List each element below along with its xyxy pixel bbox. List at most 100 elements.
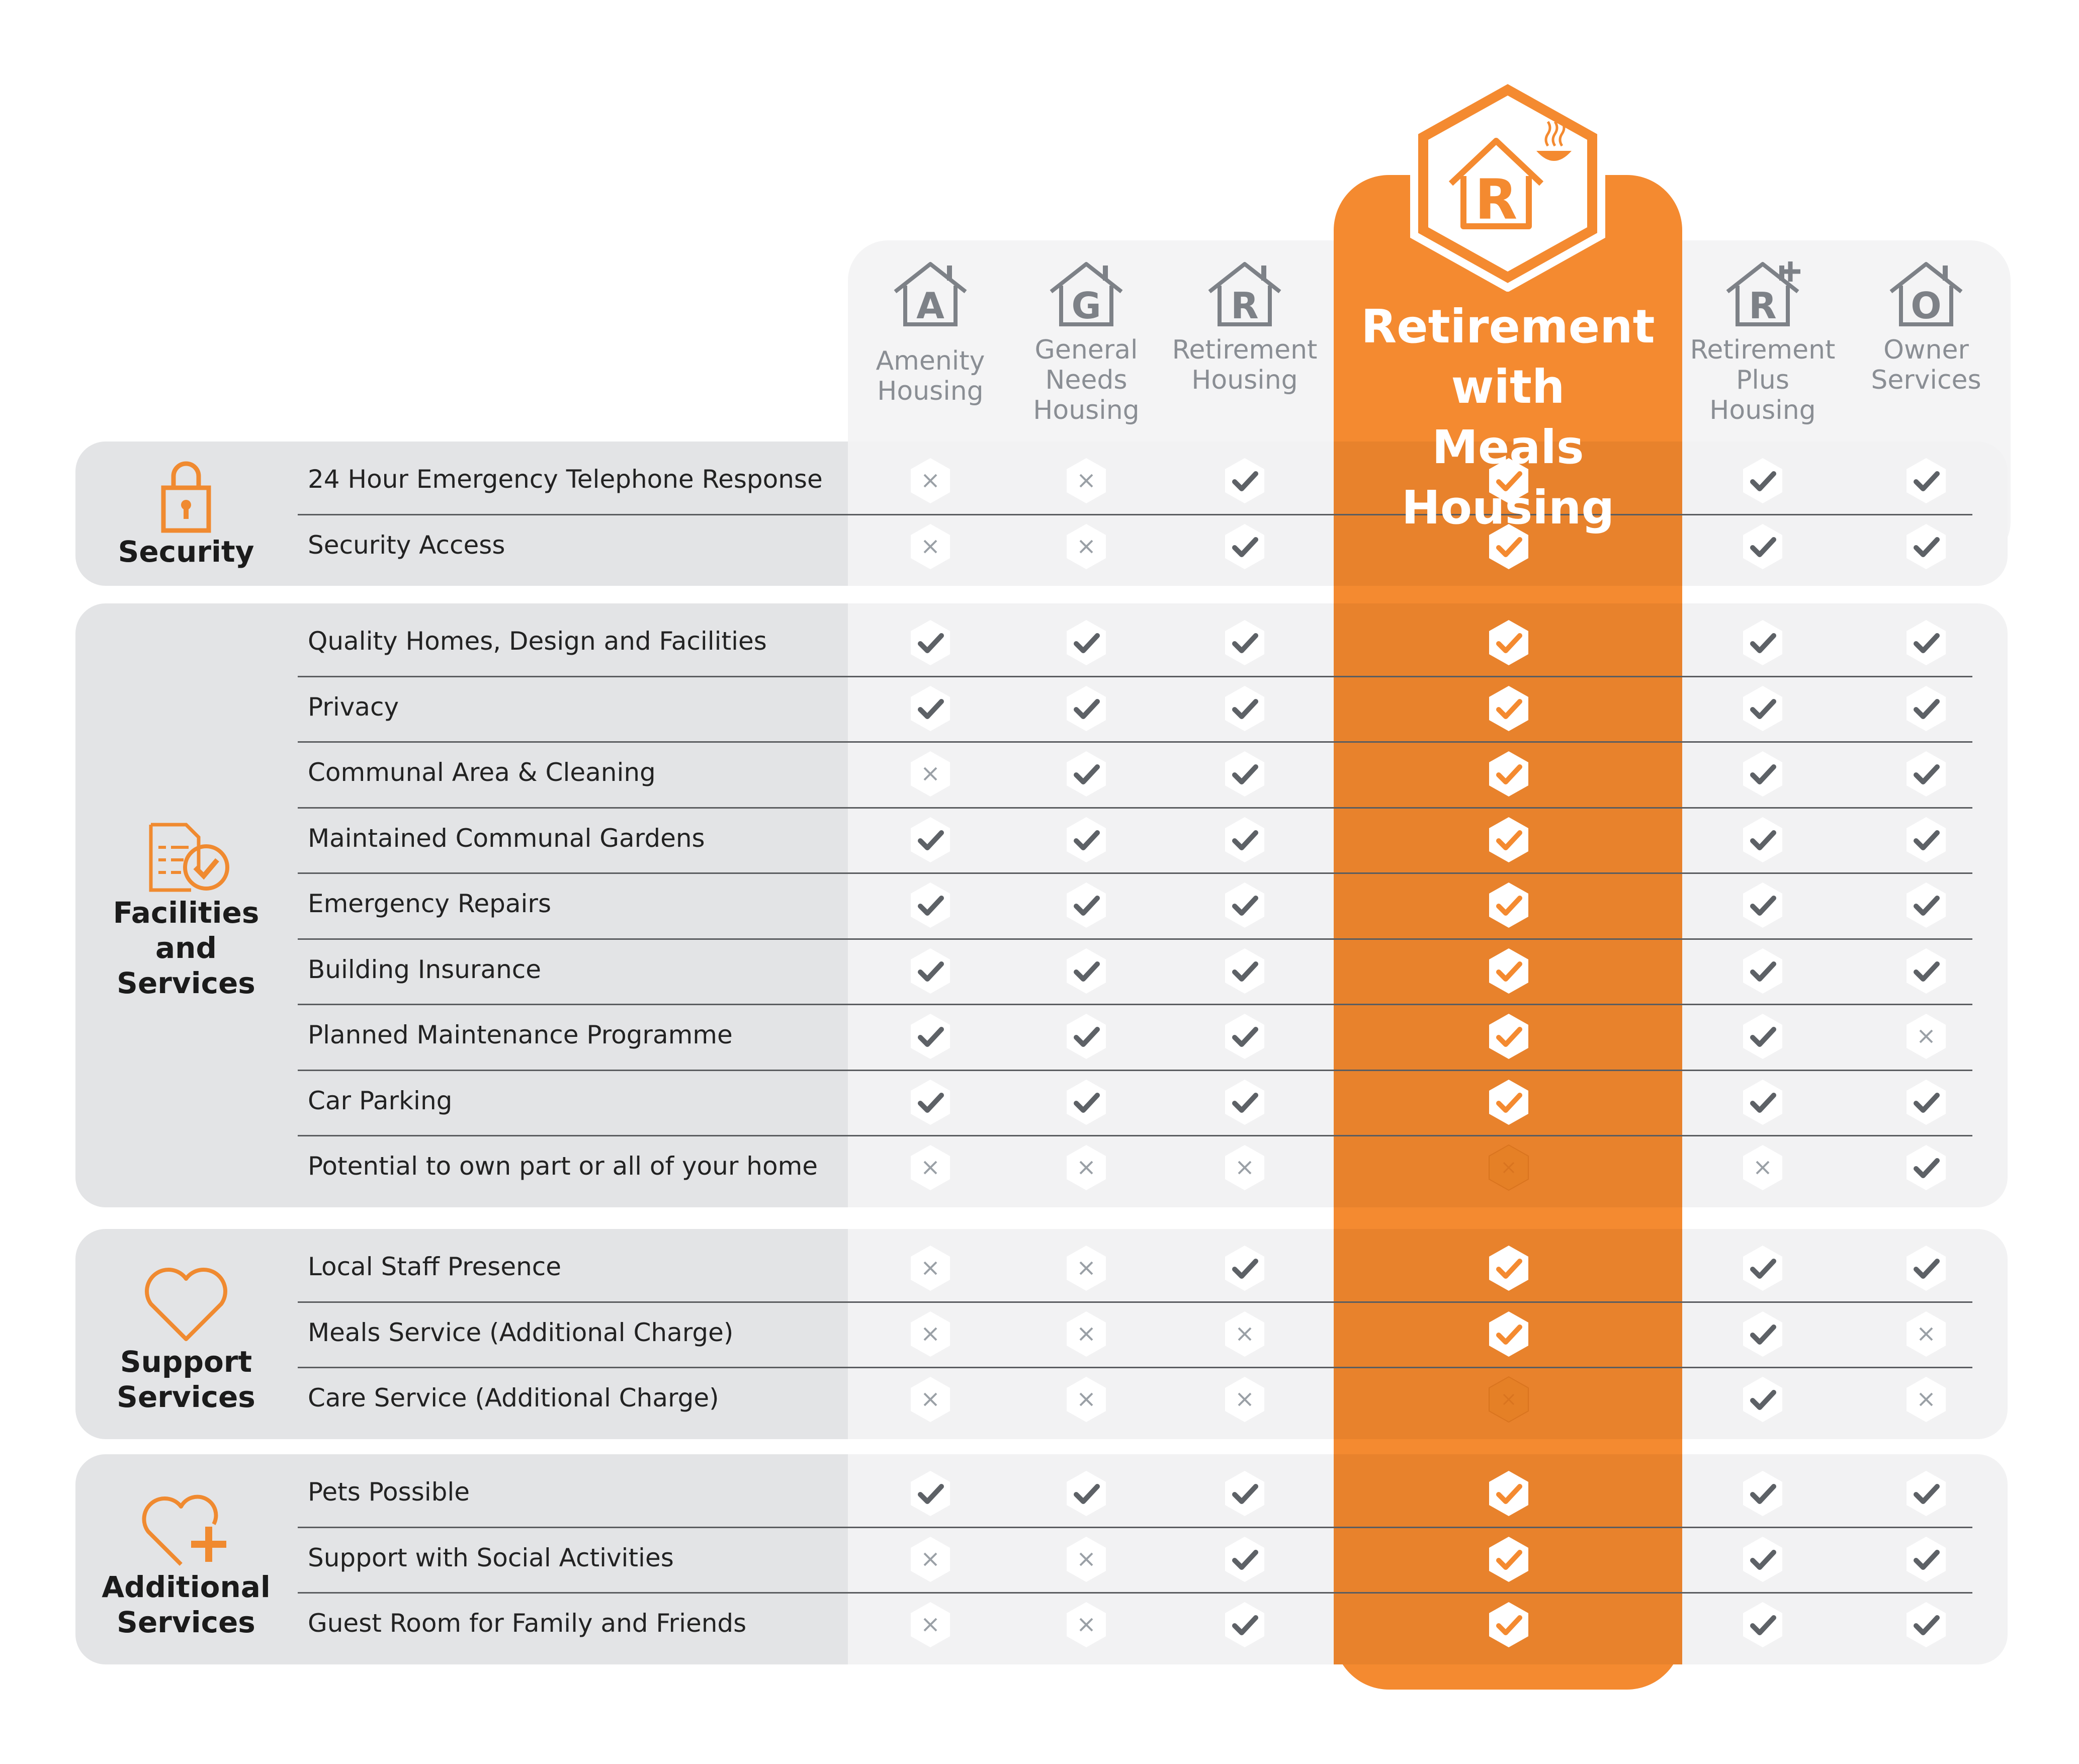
check-icon [1907, 1536, 1946, 1582]
cross-icon [1067, 1536, 1106, 1582]
check-icon [1743, 620, 1782, 666]
heart-plus-icon [142, 1494, 226, 1566]
house-g-icon: G [1050, 262, 1123, 327]
check-icon [1225, 1079, 1264, 1125]
column-header-1: G General Needs Housing [1006, 256, 1167, 425]
cross-icon [1067, 458, 1106, 504]
cross-icon [1489, 1376, 1529, 1423]
row-label: Security Access [308, 530, 505, 560]
cross-icon [1067, 523, 1106, 569]
cross-icon [1067, 1145, 1106, 1191]
check-icon [1225, 1014, 1264, 1060]
check-icon [1907, 883, 1946, 928]
row-divider [298, 741, 1972, 743]
padlock-icon [161, 461, 211, 533]
column-header-4: R Retirement Plus Housing [1682, 256, 1843, 425]
check-icon [911, 817, 950, 862]
check-icon [911, 620, 950, 666]
cross-icon [1225, 1311, 1264, 1357]
column-label: Amenity Housing [876, 346, 985, 406]
house-o-icon: O [1889, 262, 1963, 327]
check-icon [1907, 1079, 1946, 1125]
check-icon [1225, 1471, 1264, 1517]
cross-icon [911, 523, 950, 569]
house-r-plus-icon: R [1726, 261, 1800, 327]
check-icon [911, 1471, 950, 1517]
cross-icon [911, 1602, 950, 1648]
row-label: 24 Hour Emergency Telephone Response [308, 465, 823, 494]
column-label: Retirement Housing [1172, 335, 1318, 395]
section-label-panel [75, 603, 848, 1207]
check-icon [1743, 883, 1782, 928]
cross-icon [911, 1377, 950, 1423]
highlight-column-title: Retirement with Meals Housing [1361, 300, 1655, 535]
check-icon [1743, 948, 1782, 994]
check-icon [1743, 1014, 1782, 1060]
check-icon [1225, 883, 1264, 928]
check-icon [1907, 620, 1946, 666]
section-label-panel [75, 1229, 848, 1439]
check-icon [1907, 1602, 1946, 1648]
column-header-0: A Amenity Housing [850, 256, 1011, 406]
check-icon [1489, 751, 1528, 797]
cross-icon [1067, 1246, 1106, 1291]
check-icon [1225, 523, 1264, 569]
check-icon [1743, 1246, 1782, 1291]
row-divider [298, 872, 1972, 874]
check-icon [1743, 1602, 1782, 1648]
cross-icon [911, 1145, 950, 1191]
row-label: Pets Possible [308, 1477, 470, 1507]
cross-icon [1067, 1377, 1106, 1423]
row-label: Guest Room for Family and Friends [308, 1609, 747, 1638]
row-label: Support with Social Activities [308, 1543, 674, 1572]
row-divider [298, 1301, 1972, 1303]
check-icon [1225, 751, 1264, 797]
row-divider [298, 1592, 1972, 1594]
cross-icon [1907, 1311, 1946, 1357]
check-icon [911, 883, 950, 928]
check-icon [911, 1079, 950, 1125]
svg-text:O: O [1911, 285, 1941, 327]
row-label: Care Service (Additional Charge) [308, 1383, 719, 1413]
category-label: Additional Services [75, 1489, 297, 1640]
check-icon [1067, 817, 1106, 862]
check-icon [1489, 817, 1528, 862]
row-label: Maintained Communal Gardens [308, 823, 705, 853]
check-icon [1907, 1246, 1946, 1291]
check-icon [1907, 817, 1946, 862]
check-icon [1225, 1246, 1264, 1291]
row-label: Potential to own part or all of your hom… [308, 1152, 818, 1181]
check-icon [1743, 1311, 1782, 1357]
check-icon [1489, 685, 1528, 731]
svg-text:R: R [1475, 167, 1518, 232]
category-name: Additional Services [102, 1569, 271, 1639]
category-name: Security [118, 534, 254, 569]
check-icon [1225, 685, 1264, 731]
category-name: Support Services [117, 1344, 255, 1414]
heart-icon [144, 1267, 228, 1341]
check-icon [1907, 523, 1946, 569]
row-divider [298, 1069, 1972, 1071]
row-label: Communal Area & Cleaning [308, 758, 656, 787]
cross-icon [1067, 1602, 1106, 1648]
row-label: Meals Service (Additional Charge) [308, 1317, 734, 1347]
cross-icon [1225, 1377, 1264, 1423]
svg-text:A: A [916, 285, 944, 327]
retirement-meals-house-icon: R [1410, 75, 1605, 292]
row-label: Quality Homes, Design and Facilities [308, 627, 767, 656]
cross-icon [1907, 1014, 1946, 1060]
column-label: General Needs Housing [1033, 335, 1140, 425]
check-icon [1743, 1377, 1782, 1423]
check-icon [1489, 883, 1528, 928]
check-icon [1489, 948, 1528, 994]
check-icon [1067, 1014, 1106, 1060]
house-r-icon: R [1208, 262, 1281, 327]
check-icon [1907, 751, 1946, 797]
check-icon [1489, 1536, 1528, 1582]
check-icon [1067, 948, 1106, 994]
row-divider [298, 1135, 1972, 1136]
row-label: Building Insurance [308, 954, 542, 984]
row-divider [298, 1526, 1972, 1528]
check-icon [911, 1014, 950, 1060]
check-icon [1743, 1536, 1782, 1582]
